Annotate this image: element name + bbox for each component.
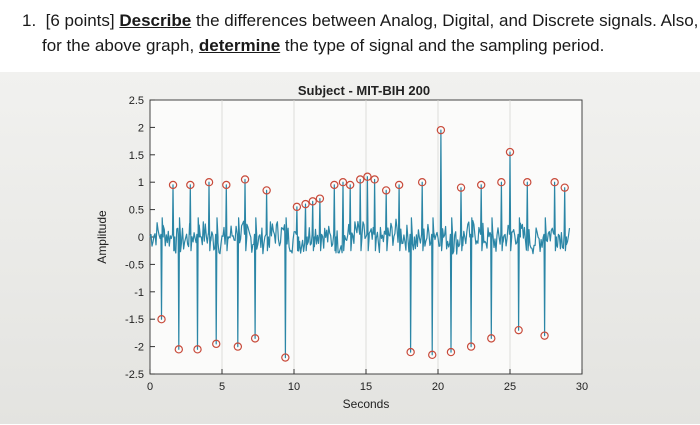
peak-marker	[262, 186, 271, 195]
question-line-1: 1. [6 points] Describe the differences b…	[22, 8, 698, 33]
x-axis-label: Seconds	[343, 397, 390, 411]
question-text-2-pre: for the above graph,	[42, 36, 195, 55]
peak-marker	[193, 345, 202, 354]
ecg-chart: Subject - MIT-BIH 200 2.5 2 1.5 1 0.5 0 -0.5 -1…	[95, 83, 588, 411]
y-tick-label: 0	[138, 232, 144, 244]
question-text-2-post: the type of signal and the sampling peri…	[284, 36, 605, 55]
peak-marker	[250, 334, 260, 343]
peak-marker	[456, 183, 466, 192]
peak-marker	[356, 175, 365, 184]
peak-marker	[186, 180, 195, 190]
peak-marker	[381, 186, 391, 195]
peak-marker	[233, 342, 243, 351]
peak-marker	[477, 180, 486, 190]
peak-marker	[505, 147, 515, 157]
x-axis-ticks: 0 5 10 15 20 25 30	[147, 369, 588, 393]
x-tick-label: 15	[360, 381, 372, 393]
y-tick-label: 1	[138, 177, 144, 189]
peak-marker	[301, 199, 310, 209]
peak-marker	[394, 180, 404, 190]
question-line-2: for the above graph, determine the type …	[22, 33, 692, 58]
peak-marker	[157, 314, 166, 324]
question-text: 1. [6 points] Describe the differences b…	[22, 8, 698, 58]
y-tick-label: 2.5	[129, 95, 144, 107]
peak-marker	[370, 175, 379, 184]
peak-marker	[174, 345, 184, 354]
peak-marker	[292, 202, 302, 212]
peak-marker	[204, 177, 214, 187]
peak-marker	[417, 177, 427, 187]
keyword-describe: Describe	[119, 11, 192, 30]
y-axis-label: Amplitude	[95, 210, 109, 264]
peak-marker	[540, 331, 549, 340]
y-tick-label: 2	[138, 122, 144, 134]
keyword-determine: determine	[198, 36, 281, 55]
x-tick-label: 30	[576, 381, 588, 393]
question-number: 1.	[22, 11, 37, 30]
peak-marker	[466, 342, 476, 351]
y-tick-label: -2.5	[125, 369, 144, 381]
peak-marker	[168, 180, 178, 190]
peak-marker	[560, 183, 569, 192]
x-tick-label: 20	[432, 381, 444, 393]
peak-marker	[345, 180, 355, 190]
peak-marker	[550, 177, 559, 187]
y-tick-label: 1.5	[129, 150, 144, 162]
peak-marker	[338, 177, 348, 187]
y-tick-label: -2	[134, 342, 144, 354]
peak-marker	[363, 172, 372, 181]
peak-marker	[497, 177, 506, 187]
peak-marker	[308, 197, 317, 206]
question-text-1: the differences between Analog, Digital,…	[195, 11, 699, 30]
y-tick-label: -1	[134, 287, 144, 299]
peak-marker	[514, 325, 523, 335]
ecg-figure: Subject - MIT-BIH 200 2.5 2 1.5 1 0.5 0 -0.5 -1…	[86, 72, 596, 420]
peak-marker	[222, 180, 231, 190]
peak-marker	[428, 350, 437, 360]
peak-marker	[330, 180, 339, 190]
peak-marker	[240, 175, 250, 184]
peak-marker	[315, 194, 325, 203]
ecg-series-line	[149, 129, 571, 359]
x-tick-label: 10	[288, 381, 300, 393]
peak-marker	[212, 339, 221, 349]
y-tick-label: 0.5	[129, 205, 144, 217]
x-tick-label: 25	[504, 381, 516, 393]
y-tick-label: -0.5	[125, 259, 144, 271]
question-points: [6 points]	[45, 11, 115, 30]
y-axis-ticks: 2.5 2 1.5 1 0.5 0 -0.5 -1 -1.5 -2 -2.5	[125, 95, 155, 381]
peak-marker	[436, 125, 446, 135]
peak-marker	[523, 177, 532, 187]
x-tick-label: 5	[219, 381, 225, 393]
y-tick-label: -1.5	[125, 314, 144, 326]
peak-marker	[446, 347, 456, 357]
peak-marker	[281, 353, 290, 362]
peak-marker	[487, 334, 496, 343]
x-tick-label: 0	[147, 381, 153, 393]
chart-title: Subject - MIT-BIH 200	[298, 83, 430, 98]
peak-marker	[406, 347, 415, 357]
peak-markers	[157, 125, 569, 362]
